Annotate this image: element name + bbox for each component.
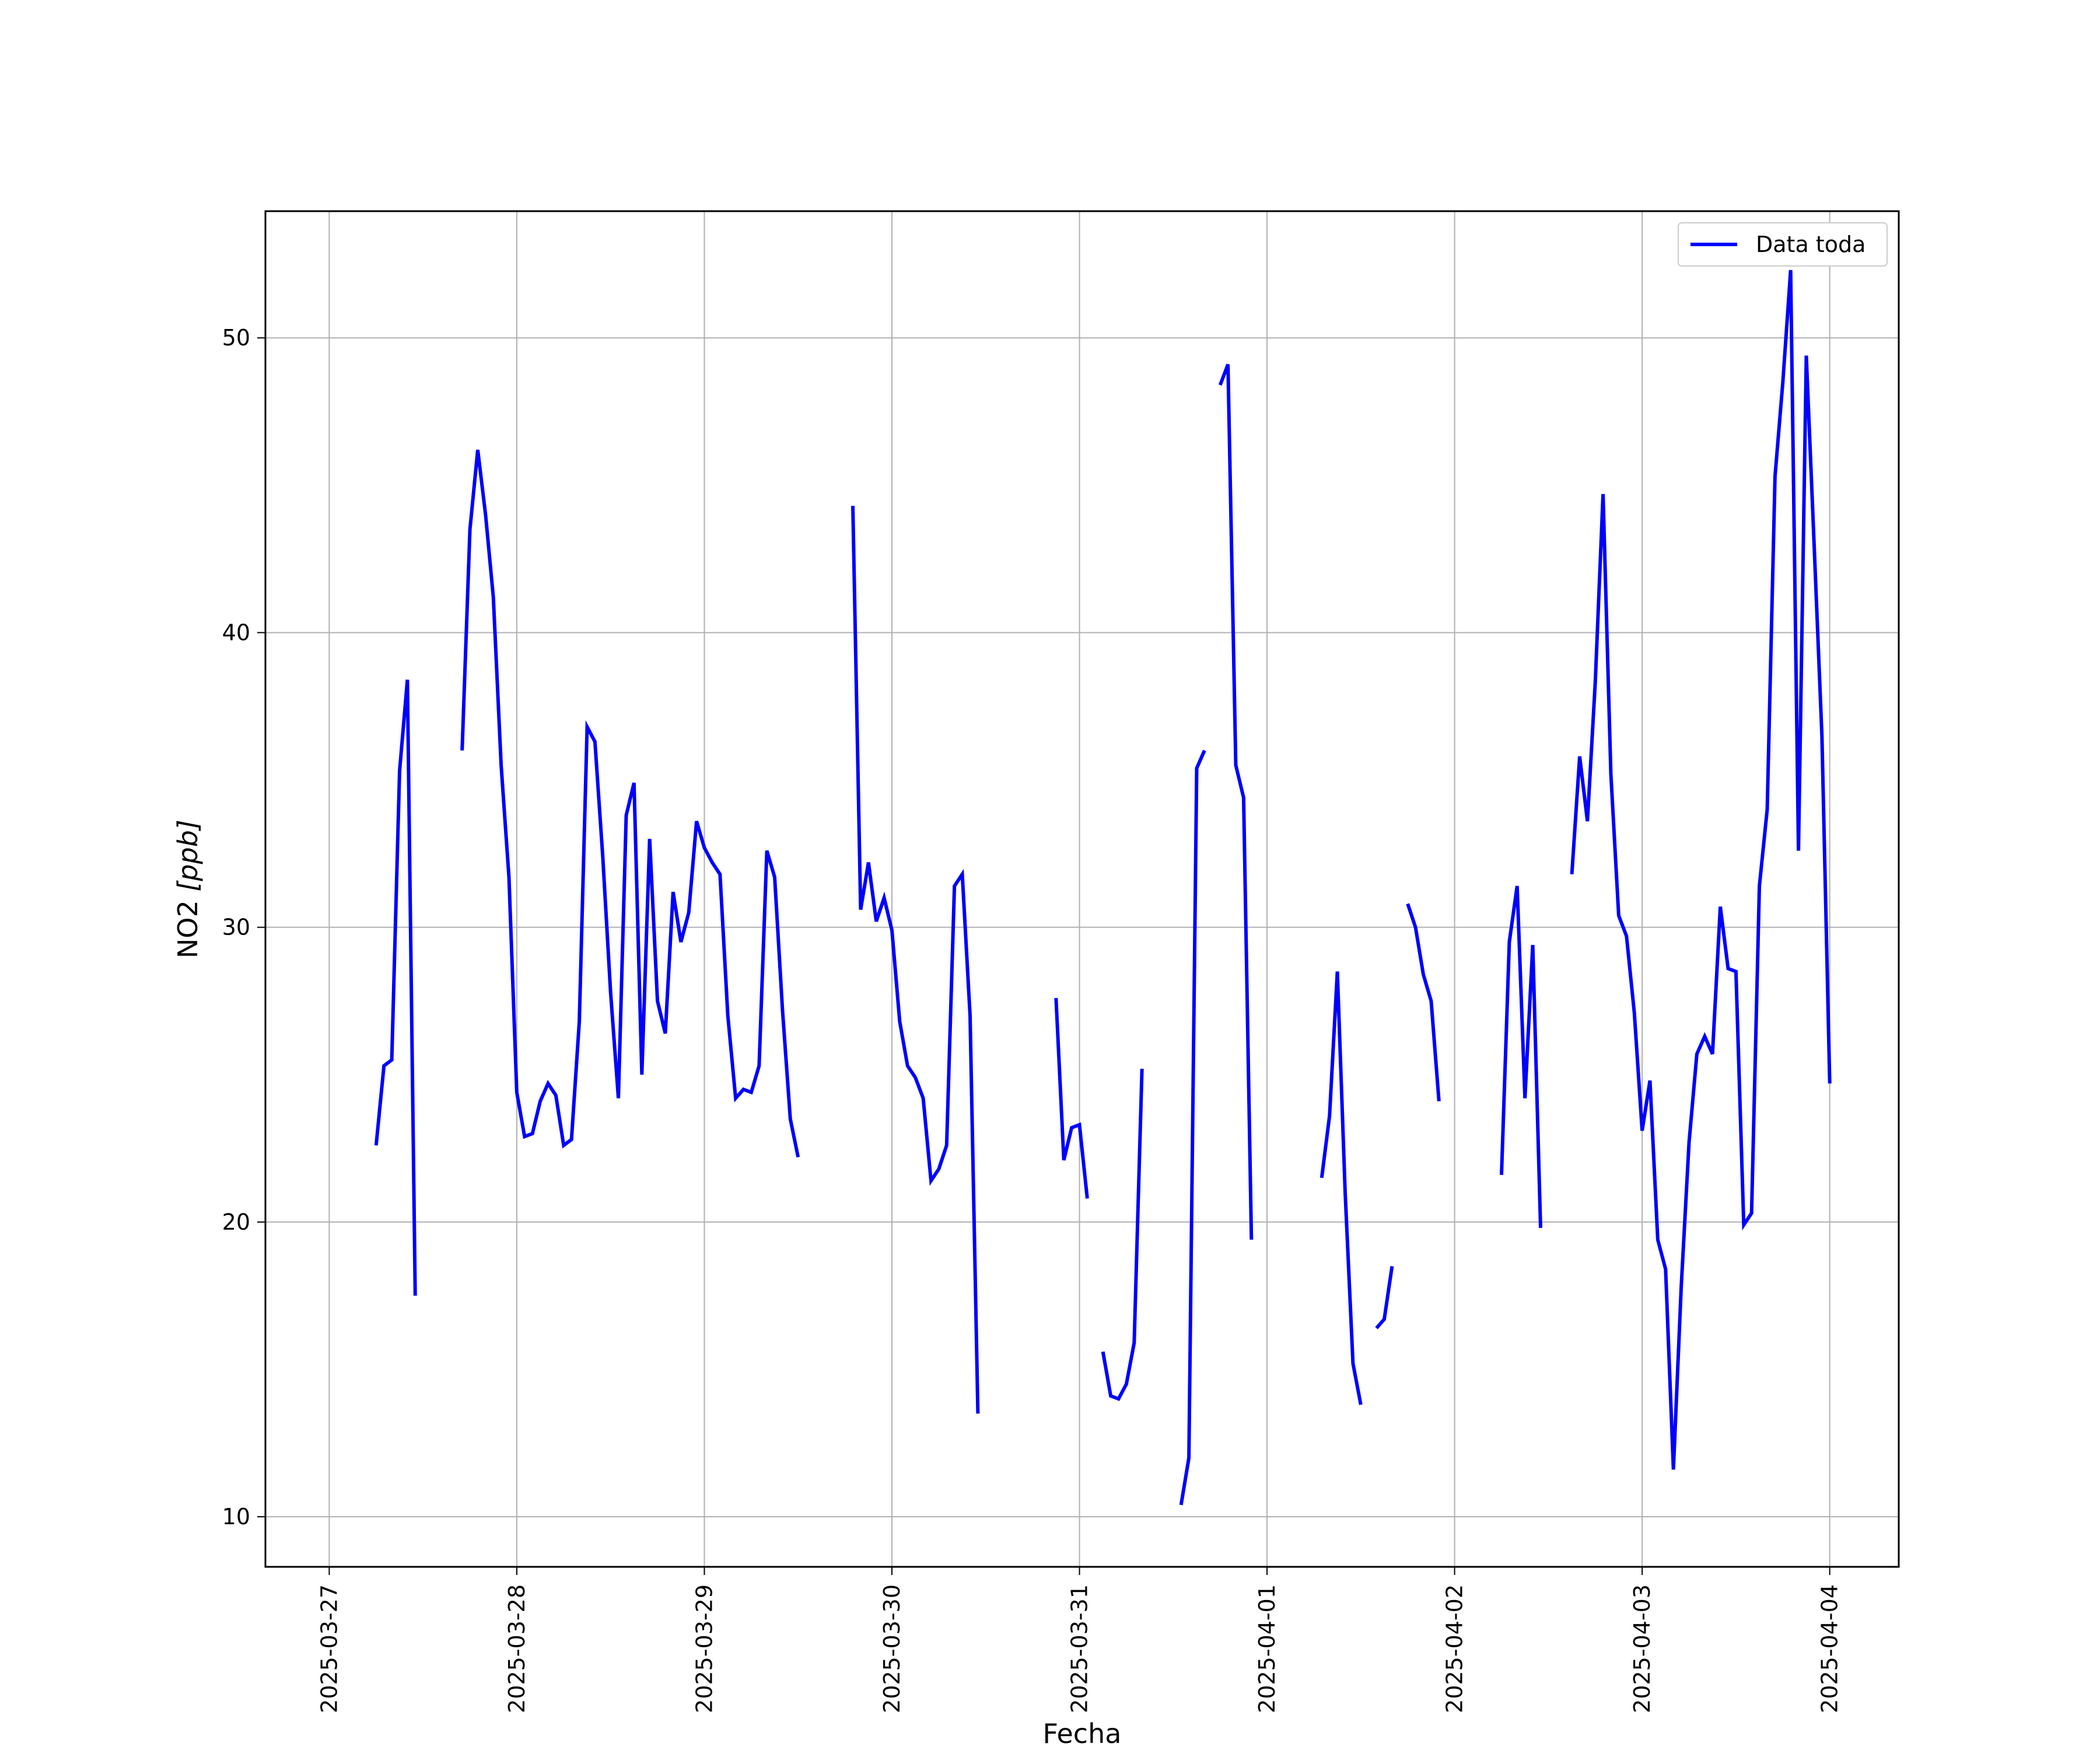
series-line-segment: [460, 449, 800, 1158]
legend-label: Data toda: [1756, 232, 1866, 257]
series-data-toda: [374, 270, 1832, 1506]
y-axis-label: NO2 [ppb]: [172, 820, 204, 958]
x-tick-label: 2025-04-04: [1817, 1584, 1843, 1713]
y-tick-label: 40: [222, 620, 250, 645]
y-tick-label: 30: [222, 915, 250, 940]
y-axis-ticks: 10 20 30 40 50: [222, 325, 265, 1530]
legend: Data toda: [1678, 222, 1888, 267]
series-line-segment: [1218, 363, 1254, 1240]
legend-box: [1678, 222, 1888, 267]
series-line-segment: [1054, 998, 1089, 1199]
y-axis-label-text: NO2: [172, 891, 204, 958]
series-line-segment: [1500, 886, 1542, 1228]
grid: [265, 211, 1899, 1567]
x-axis-label: Fecha: [1043, 1718, 1122, 1749]
y-tick-label: 10: [222, 1504, 250, 1530]
series-line-segment: [1375, 1266, 1394, 1329]
x-tick-label: 2025-03-27: [316, 1584, 342, 1713]
series-line-segment: [374, 680, 417, 1296]
y-axis-label-unit: [ppb]: [172, 820, 204, 892]
series-line-segment: [851, 506, 980, 1414]
x-tick-label: 2025-03-31: [1067, 1584, 1093, 1713]
series-line-segment: [1570, 270, 1832, 1470]
x-tick-label: 2025-03-28: [504, 1584, 530, 1713]
series-line-segment: [1101, 1069, 1144, 1401]
y-tick-label: 50: [222, 325, 250, 351]
plot-frame: [264, 210, 1900, 1568]
x-tick-label: 2025-04-02: [1442, 1584, 1468, 1713]
series-line-segment: [1320, 971, 1363, 1405]
x-tick-label: 2025-04-01: [1254, 1584, 1280, 1713]
series-line-segment: [1406, 903, 1441, 1102]
x-tick-label: 2025-03-29: [691, 1584, 717, 1713]
series-line-segment: [1179, 750, 1206, 1506]
x-tick-label: 2025-04-03: [1629, 1584, 1655, 1713]
x-axis-ticks: 2025-03-27 2025-03-28 2025-03-29 2025-03-30…: [316, 1567, 1843, 1713]
x-tick-label: 2025-03-30: [879, 1584, 905, 1713]
y-tick-label: 20: [222, 1209, 250, 1235]
